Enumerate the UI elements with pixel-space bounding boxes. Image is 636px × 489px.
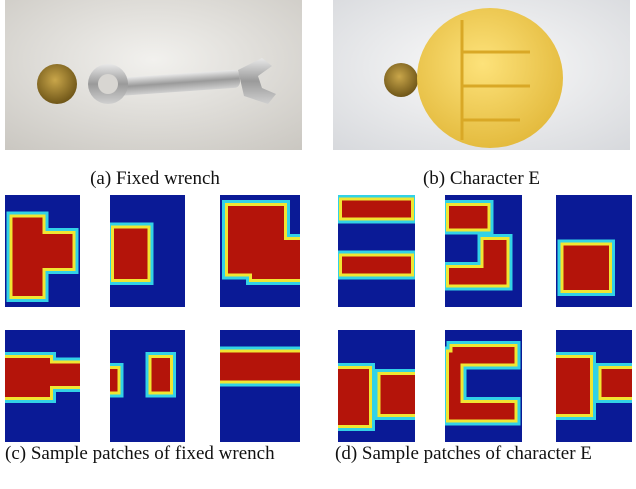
heat-blob — [114, 229, 148, 279]
heat-blob — [13, 217, 43, 295]
heat-blob — [50, 364, 80, 386]
figure-art — [0, 0, 636, 489]
heat-blob — [252, 240, 300, 279]
caption: (a) Fixed wrench — [5, 167, 305, 190]
caption: (b) Character E — [333, 167, 630, 190]
heat-blob — [453, 403, 515, 420]
photo-character-e — [333, 0, 630, 150]
heatmap-patch — [5, 330, 80, 442]
caption: (c) Sample patches of fixed wrench — [5, 442, 301, 465]
heat-blob — [556, 358, 590, 414]
heatmap-patch — [338, 195, 415, 307]
figure: (a) Fixed wrench (b) Character E (c) Sam… — [0, 0, 636, 489]
heat-blob — [5, 358, 50, 397]
heat-blob — [564, 245, 610, 290]
heat-blob — [449, 268, 488, 285]
heatmap-patch — [338, 330, 415, 442]
photo-wrench — [5, 0, 302, 150]
heat-blob — [342, 201, 411, 218]
heatmap-patch — [110, 195, 185, 307]
caption: (d) Sample patches of character E — [335, 442, 631, 465]
heatmap-patch — [556, 195, 632, 307]
heatmap-patch — [220, 330, 300, 442]
heat-blob — [453, 347, 515, 364]
heatmap-patch — [556, 330, 632, 442]
heat-blob — [151, 358, 170, 392]
heatmap-patch — [220, 195, 300, 307]
heatmap-patch — [445, 330, 522, 442]
heat-blob — [602, 369, 632, 397]
heatmap-patch — [5, 195, 80, 307]
heat-blob — [220, 352, 300, 380]
heat-blob — [342, 257, 411, 274]
heatmap-patch — [445, 195, 522, 307]
heat-blob — [338, 369, 369, 425]
heat-blob — [380, 375, 415, 414]
heatmap-patch — [110, 330, 185, 442]
heat-blob — [449, 206, 488, 228]
heat-blob — [110, 369, 118, 391]
